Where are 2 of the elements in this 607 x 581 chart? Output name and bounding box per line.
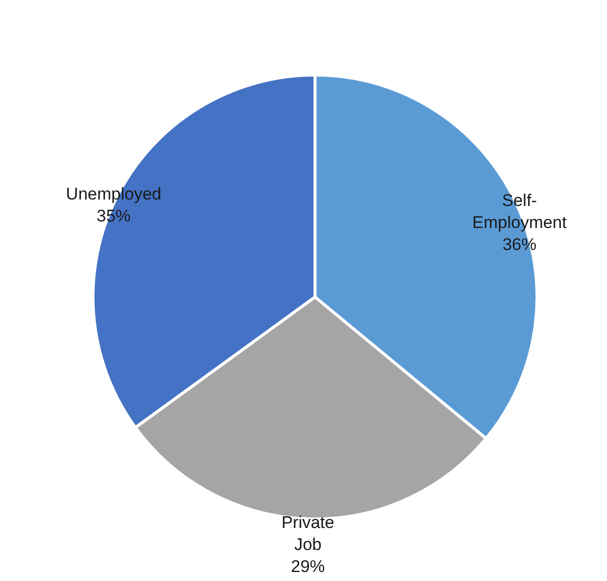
slice-label: Private Job bbox=[281, 512, 334, 554]
data-label: 29% bbox=[290, 556, 325, 576]
